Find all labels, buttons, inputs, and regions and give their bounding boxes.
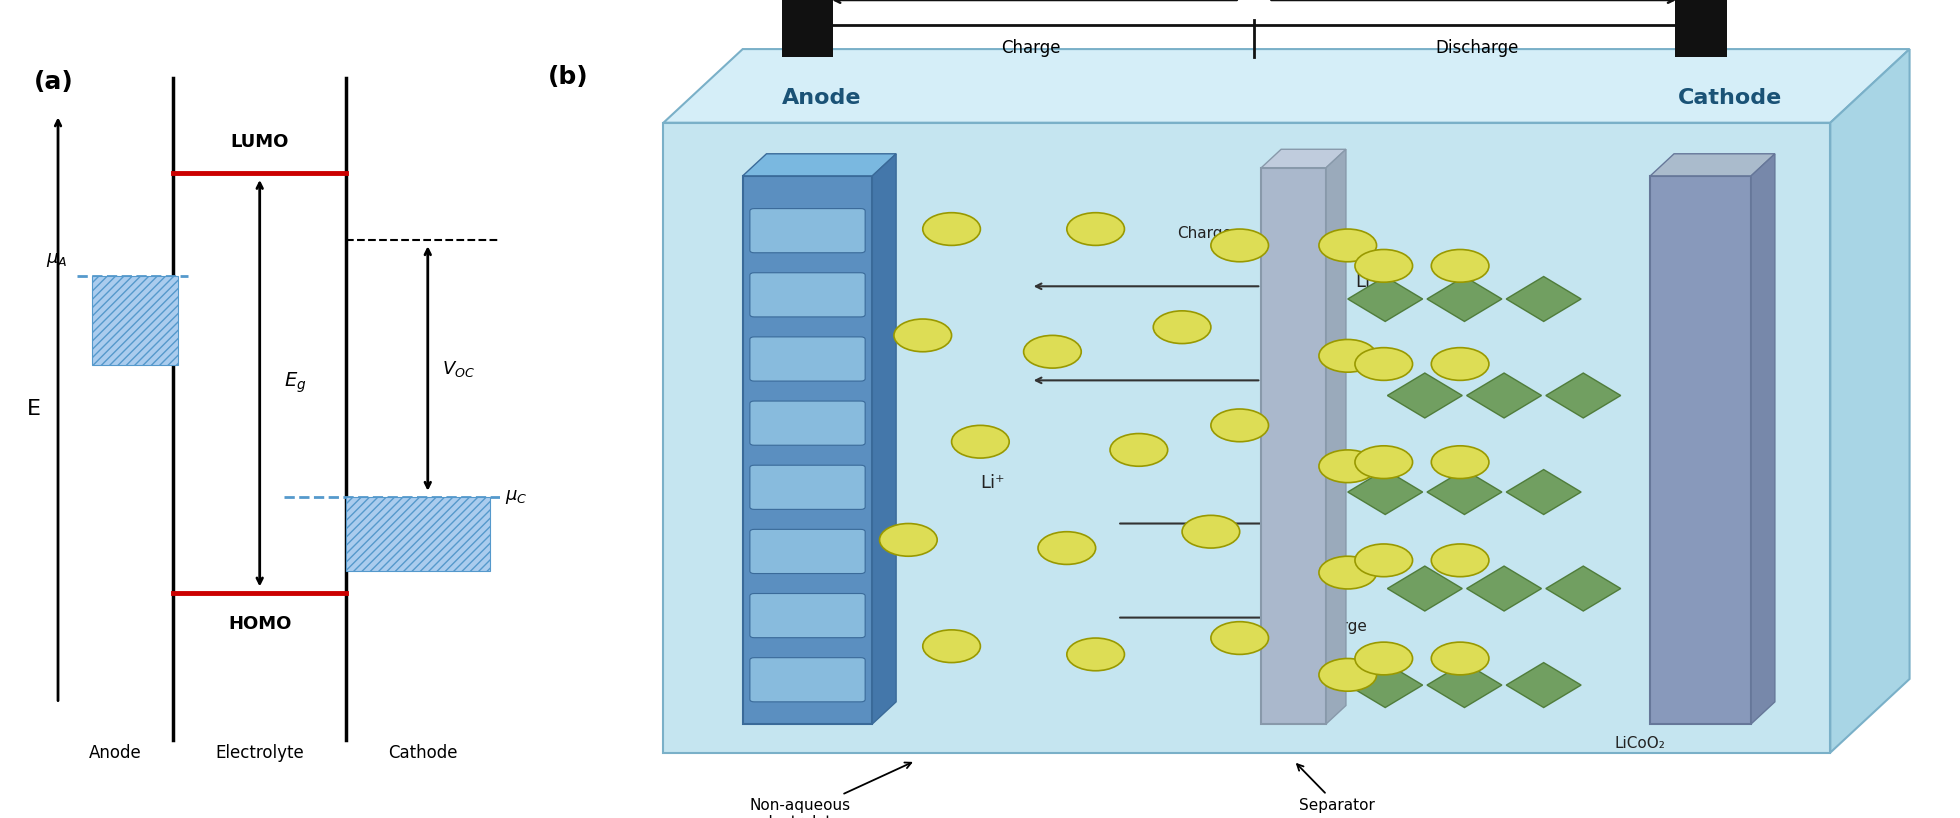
Circle shape xyxy=(1023,335,1082,368)
Polygon shape xyxy=(1262,149,1347,168)
Circle shape xyxy=(1354,348,1413,380)
Text: Li⁺: Li⁺ xyxy=(1354,273,1380,291)
Circle shape xyxy=(1066,638,1125,671)
Text: (a): (a) xyxy=(33,70,74,94)
Circle shape xyxy=(1211,622,1268,654)
Polygon shape xyxy=(1546,566,1621,611)
Text: Discharge: Discharge xyxy=(1437,39,1519,57)
Text: HOMO: HOMO xyxy=(227,615,292,633)
Circle shape xyxy=(1319,229,1376,262)
Circle shape xyxy=(1431,348,1490,380)
FancyBboxPatch shape xyxy=(751,209,864,253)
Text: Non-aqueous
electrolyte: Non-aqueous electrolyte xyxy=(751,762,911,818)
Circle shape xyxy=(1319,658,1376,691)
Text: Charge: Charge xyxy=(1002,39,1060,57)
Text: $V_{OC}$: $V_{OC}$ xyxy=(443,358,474,379)
Text: (b): (b) xyxy=(549,65,588,89)
Circle shape xyxy=(894,319,953,352)
Polygon shape xyxy=(1388,566,1462,611)
Text: Electrolyte: Electrolyte xyxy=(216,744,304,762)
Polygon shape xyxy=(1327,149,1347,724)
Circle shape xyxy=(953,425,1009,458)
Circle shape xyxy=(1354,446,1413,479)
Circle shape xyxy=(1182,515,1239,548)
Circle shape xyxy=(1319,339,1376,372)
Polygon shape xyxy=(1262,168,1327,724)
Polygon shape xyxy=(1505,276,1582,321)
Text: Anode: Anode xyxy=(90,744,141,762)
Text: $\mu_A$: $\mu_A$ xyxy=(47,251,67,269)
Text: Discharge: Discharge xyxy=(1290,619,1366,634)
Text: LUMO: LUMO xyxy=(231,133,288,151)
Polygon shape xyxy=(1427,470,1501,515)
Bar xyxy=(92,276,178,365)
Polygon shape xyxy=(662,123,1831,753)
Polygon shape xyxy=(743,176,872,724)
Polygon shape xyxy=(1505,663,1582,708)
Polygon shape xyxy=(1427,276,1501,321)
Circle shape xyxy=(1354,544,1413,577)
Circle shape xyxy=(1431,446,1490,479)
Circle shape xyxy=(1152,311,1211,344)
Circle shape xyxy=(1431,544,1490,577)
FancyBboxPatch shape xyxy=(751,401,864,445)
Circle shape xyxy=(923,213,980,245)
FancyBboxPatch shape xyxy=(751,465,864,510)
Circle shape xyxy=(1039,532,1096,564)
Circle shape xyxy=(880,524,937,556)
Text: Cathode: Cathode xyxy=(1678,88,1782,108)
Polygon shape xyxy=(1427,663,1501,708)
Polygon shape xyxy=(1505,470,1582,515)
Circle shape xyxy=(1066,213,1125,245)
Text: Separator: Separator xyxy=(1298,764,1374,812)
Circle shape xyxy=(1354,249,1413,282)
Bar xyxy=(782,0,833,57)
Polygon shape xyxy=(1650,154,1776,176)
Text: $E_g$: $E_g$ xyxy=(284,371,306,395)
Polygon shape xyxy=(1466,373,1541,418)
Bar xyxy=(347,497,490,571)
Polygon shape xyxy=(1348,276,1423,321)
Polygon shape xyxy=(1750,154,1776,724)
Text: E: E xyxy=(27,399,41,419)
Text: $\mu_C$: $\mu_C$ xyxy=(504,488,527,506)
Circle shape xyxy=(1211,229,1268,262)
Polygon shape xyxy=(662,49,1909,123)
Polygon shape xyxy=(1650,176,1750,724)
Polygon shape xyxy=(1388,373,1462,418)
Circle shape xyxy=(1319,556,1376,589)
Polygon shape xyxy=(1546,373,1621,418)
Text: Anode: Anode xyxy=(782,88,862,108)
Circle shape xyxy=(1431,642,1490,675)
Text: LiCoO₂: LiCoO₂ xyxy=(1615,736,1666,751)
Text: Li⁺: Li⁺ xyxy=(980,474,1005,492)
Text: Charge: Charge xyxy=(1178,227,1233,241)
Polygon shape xyxy=(1831,49,1909,753)
Polygon shape xyxy=(743,154,896,176)
Circle shape xyxy=(923,630,980,663)
FancyBboxPatch shape xyxy=(751,594,864,638)
Polygon shape xyxy=(872,154,896,724)
Bar xyxy=(1674,0,1727,57)
Polygon shape xyxy=(1348,663,1423,708)
Polygon shape xyxy=(1466,566,1541,611)
Circle shape xyxy=(1319,450,1376,483)
Circle shape xyxy=(1211,409,1268,442)
Circle shape xyxy=(1109,434,1168,466)
FancyBboxPatch shape xyxy=(751,529,864,573)
FancyBboxPatch shape xyxy=(751,337,864,381)
FancyBboxPatch shape xyxy=(751,658,864,702)
Circle shape xyxy=(1354,642,1413,675)
FancyBboxPatch shape xyxy=(751,272,864,317)
Circle shape xyxy=(1431,249,1490,282)
Text: Cathode: Cathode xyxy=(388,744,459,762)
Polygon shape xyxy=(1348,470,1423,515)
